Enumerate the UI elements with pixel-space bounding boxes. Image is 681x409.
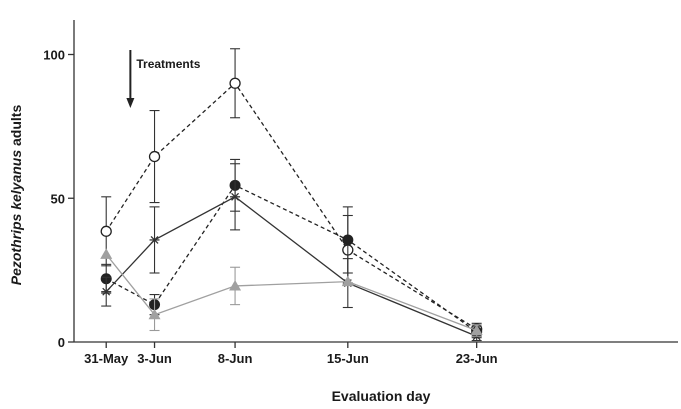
- data-point-stroke: [102, 287, 111, 296]
- data-point: [148, 150, 161, 163]
- series: [100, 48, 483, 336]
- data-point: [229, 279, 242, 291]
- y-axis-title-species: Pezothrips kelyanus: [8, 150, 24, 286]
- data-point: [230, 192, 241, 201]
- x-axis-title: Evaluation day: [332, 388, 431, 404]
- x-tick-label: 3-Jun: [137, 351, 172, 366]
- data-point: [470, 324, 483, 335]
- data-point-stroke: [231, 192, 240, 201]
- y-axis-title: Pezothrips kelyanus adults: [8, 105, 24, 286]
- data-point: [100, 248, 113, 259]
- y-tick-label: 50: [51, 191, 65, 206]
- labels-group: Evaluation day Pezothrips kelyanus adult…: [8, 105, 431, 404]
- series-group: [100, 48, 483, 342]
- data-point-stroke: [150, 235, 159, 244]
- data-point: [101, 287, 112, 296]
- data-point: [341, 275, 354, 287]
- x-tick-label: 15-Jun: [327, 351, 369, 366]
- series: [100, 248, 483, 337]
- treatment-arrow-head: [126, 98, 135, 108]
- data-point: [148, 308, 161, 320]
- x-tick-label: 23-Jun: [456, 351, 498, 366]
- data-point: [100, 225, 112, 237]
- x-tick-label: 31-May: [84, 351, 129, 366]
- axes: 0 50 100 31-May 3-Jun 8-Jun 15-Jun 23-Jun: [43, 20, 678, 366]
- annotation-group: Treatments: [126, 50, 201, 108]
- x-tick-label: 8-Jun: [218, 351, 253, 366]
- y-tick-label: 0: [58, 335, 65, 350]
- series-line: [105, 196, 477, 337]
- data-point: [342, 234, 354, 246]
- y-tick-label: 100: [43, 48, 65, 63]
- treatment-label: Treatments: [136, 57, 200, 71]
- y-axis-title-suffix: adults: [8, 105, 24, 150]
- data-point: [149, 235, 160, 244]
- data-point: [229, 77, 241, 89]
- series: [101, 163, 482, 342]
